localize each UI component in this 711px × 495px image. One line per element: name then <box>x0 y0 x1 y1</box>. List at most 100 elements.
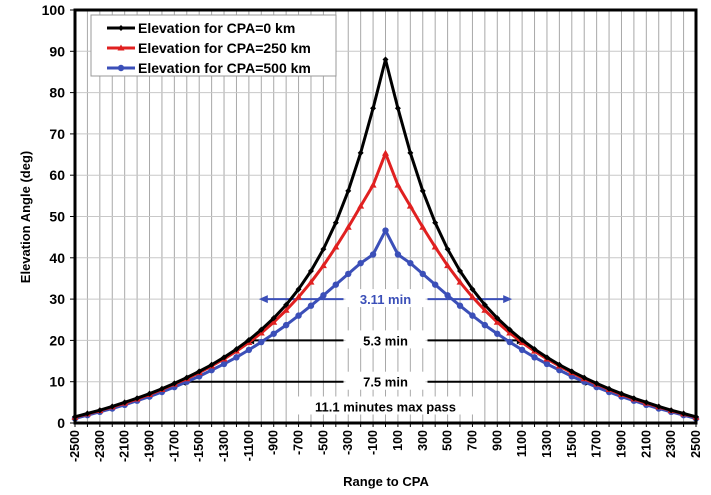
data-point <box>407 149 414 156</box>
y-tick-label: 30 <box>49 291 65 307</box>
data-point <box>320 246 327 253</box>
data-point <box>307 278 315 285</box>
data-point <box>630 395 637 402</box>
x-tick-label: 700 <box>465 430 479 451</box>
legend-label: Elevation for CPA=250 km <box>138 40 311 56</box>
y-axis-ticks: 0 10 20 30 40 50 60 70 80 90 100 <box>42 2 75 431</box>
legend-item: Elevation for CPA=250 km <box>107 40 311 56</box>
data-point <box>382 149 389 156</box>
annotation-label-bg <box>345 289 426 308</box>
y-tick-label: 40 <box>49 250 65 266</box>
data-point <box>258 326 265 333</box>
data-point <box>457 268 464 275</box>
data-point <box>593 380 600 387</box>
data-point <box>493 318 501 325</box>
data-point <box>295 293 303 300</box>
data-point <box>307 268 314 275</box>
data-point <box>568 368 575 375</box>
data-point <box>282 321 290 329</box>
data-point <box>494 330 501 337</box>
data-point <box>394 181 402 188</box>
data-point <box>245 346 253 354</box>
data-point <box>121 399 128 406</box>
data-point <box>543 360 551 368</box>
data-point <box>295 312 302 319</box>
annotation-label-bg <box>345 330 426 349</box>
legend-label: Elevation for CPA=500 km <box>138 60 311 76</box>
y-tick-label: 20 <box>49 332 65 348</box>
data-point <box>406 202 414 209</box>
data-point <box>208 361 215 368</box>
arrowhead-left-icon <box>258 295 268 304</box>
data-point <box>258 338 265 346</box>
data-point <box>345 187 352 194</box>
legend-item: Elevation for CPA=500 km <box>107 60 311 76</box>
x-axis-ticks: -2500 -2300 -2100 -1900 -1700 -1500 -1300 -1100… <box>68 423 703 462</box>
data-point <box>382 227 389 234</box>
data-point <box>319 262 327 269</box>
x-tick-label: -1300 <box>217 430 231 462</box>
data-point <box>506 338 513 346</box>
annotation-label-bg <box>345 371 426 390</box>
x-tick-label: -1100 <box>242 430 256 461</box>
x-tick-label: 1100 <box>515 430 529 457</box>
data-point <box>307 302 315 309</box>
x-tick-label: 900 <box>490 430 504 451</box>
data-point <box>506 326 513 333</box>
annotation-label: 3.11 min <box>360 292 411 307</box>
x-tick-label: 1300 <box>540 430 554 458</box>
data-point <box>494 315 501 322</box>
data-point <box>221 354 228 361</box>
data-point <box>183 374 190 381</box>
x-tick-label: -900 <box>267 430 281 455</box>
data-point <box>481 306 489 313</box>
x-tick-label: -2300 <box>93 430 107 462</box>
data-point <box>171 380 178 387</box>
data-point <box>456 278 464 285</box>
data-point <box>481 321 489 329</box>
y-tick-label: 100 <box>42 2 66 18</box>
legend-marker-icon <box>117 44 125 51</box>
data-point <box>643 399 650 406</box>
data-point <box>332 281 340 288</box>
data-point <box>270 315 277 322</box>
data-point <box>468 293 476 300</box>
data-point <box>282 306 290 313</box>
series-elevation-for-cpa-0-km <box>72 56 699 420</box>
data-point <box>606 385 613 392</box>
data-point <box>369 251 377 258</box>
data-point <box>370 105 377 112</box>
data-point <box>407 259 414 267</box>
arrowhead-right-icon <box>503 295 513 304</box>
data-point <box>146 390 153 397</box>
x-tick-label: 100 <box>391 430 405 451</box>
data-point <box>680 410 687 417</box>
legend-marker-icon <box>117 64 125 72</box>
data-point <box>357 202 365 209</box>
x-axis-label: Range to CPA <box>343 474 429 489</box>
data-point <box>196 368 203 375</box>
data-point <box>332 243 340 250</box>
data-point <box>394 105 401 112</box>
data-point <box>245 336 252 343</box>
legend-marker-icon <box>118 25 124 31</box>
data-point <box>419 270 426 278</box>
data-point <box>295 286 302 293</box>
x-tick-label: 1700 <box>590 430 604 458</box>
data-point <box>432 219 439 226</box>
series-group <box>71 56 700 422</box>
data-point <box>394 251 402 258</box>
y-axis-label: Elevation Angle (deg) <box>18 151 33 283</box>
data-point <box>109 403 116 410</box>
x-tick-label: 500 <box>441 430 455 451</box>
legend: Elevation for CPA=0 km Elevation for CPA=… <box>90 14 337 77</box>
data-point <box>531 354 538 361</box>
data-point <box>220 360 228 368</box>
data-point <box>431 243 439 250</box>
x-tick-label: 1900 <box>614 430 628 458</box>
x-tick-label: 2100 <box>639 430 653 458</box>
y-tick-label: 0 <box>57 415 65 431</box>
data-point <box>456 302 464 309</box>
data-point <box>134 395 141 402</box>
